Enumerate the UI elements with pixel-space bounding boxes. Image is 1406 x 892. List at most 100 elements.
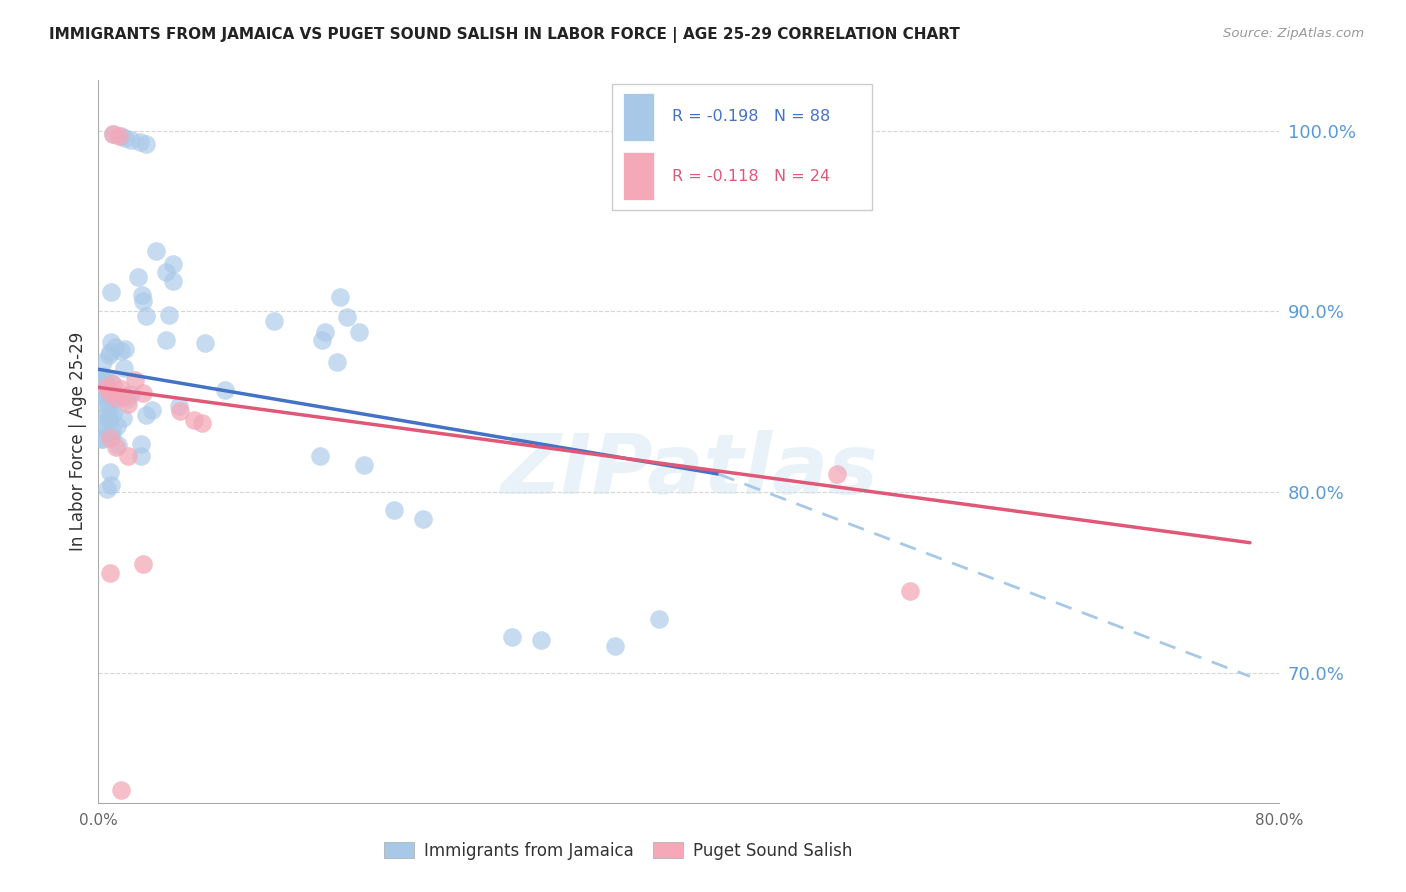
Point xyxy=(155,265,177,279)
Point xyxy=(162,274,184,288)
Point xyxy=(98,385,121,400)
Point xyxy=(100,285,122,299)
Point xyxy=(93,388,115,402)
Point xyxy=(101,396,124,410)
Point xyxy=(93,368,115,383)
Point xyxy=(97,411,120,425)
Point xyxy=(191,417,214,431)
Text: Source: ZipAtlas.com: Source: ZipAtlas.com xyxy=(1223,27,1364,40)
Point xyxy=(309,449,332,463)
Point xyxy=(96,406,118,420)
Point xyxy=(107,438,129,452)
Text: R = -0.118   N = 24: R = -0.118 N = 24 xyxy=(672,169,830,184)
Text: R = -0.198   N = 88: R = -0.198 N = 88 xyxy=(672,109,830,124)
Point xyxy=(605,639,627,653)
Point xyxy=(329,290,352,304)
Point xyxy=(412,512,434,526)
Point xyxy=(90,433,112,447)
Point xyxy=(825,467,848,481)
Point xyxy=(91,432,114,446)
Point xyxy=(98,345,121,359)
Point xyxy=(183,413,205,427)
Point xyxy=(141,403,163,417)
Point xyxy=(98,348,121,362)
Point xyxy=(325,355,347,369)
Point xyxy=(94,375,117,389)
Point xyxy=(353,458,375,472)
Text: ZIPatlas: ZIPatlas xyxy=(501,430,877,511)
Point xyxy=(110,382,132,396)
Point xyxy=(96,483,118,497)
Point xyxy=(89,372,111,386)
Point xyxy=(214,383,236,397)
Point xyxy=(117,396,139,410)
Point xyxy=(98,431,121,445)
Point xyxy=(91,373,114,387)
Point xyxy=(103,128,125,142)
Point xyxy=(530,633,553,648)
Point xyxy=(110,343,132,358)
Point xyxy=(135,309,157,323)
Point xyxy=(100,334,122,349)
Point xyxy=(167,399,190,413)
Point xyxy=(648,611,671,625)
Point xyxy=(131,288,153,302)
Point xyxy=(900,584,922,599)
Point xyxy=(120,133,142,147)
Point xyxy=(263,314,285,328)
Point xyxy=(100,423,122,437)
Point xyxy=(129,449,152,463)
Point xyxy=(100,477,122,491)
Point xyxy=(110,129,132,144)
Point xyxy=(103,376,125,391)
Point xyxy=(110,783,132,797)
Point xyxy=(104,341,127,355)
Point xyxy=(114,389,136,403)
Point xyxy=(135,136,157,151)
Point xyxy=(349,325,371,339)
Point xyxy=(93,374,115,388)
Point xyxy=(117,392,139,407)
Point xyxy=(194,335,217,350)
Point xyxy=(135,408,157,422)
Point xyxy=(89,416,111,430)
Bar xyxy=(623,93,654,141)
Point xyxy=(145,244,167,259)
Point xyxy=(169,404,191,418)
Point xyxy=(117,449,139,463)
Point xyxy=(89,390,111,404)
Point xyxy=(157,308,180,322)
Point xyxy=(108,129,131,144)
Point xyxy=(107,389,129,403)
Point xyxy=(114,343,136,357)
Point xyxy=(105,418,128,433)
Point xyxy=(501,630,523,644)
Point xyxy=(382,503,405,517)
Point xyxy=(127,270,149,285)
Point xyxy=(114,131,136,145)
Point xyxy=(336,310,359,324)
Point xyxy=(162,257,184,271)
Point xyxy=(105,391,128,405)
Point xyxy=(129,437,152,451)
Point xyxy=(94,380,117,394)
Point xyxy=(314,325,336,339)
Point xyxy=(105,440,128,454)
Point xyxy=(311,333,333,347)
Point xyxy=(112,360,135,375)
FancyBboxPatch shape xyxy=(612,84,872,211)
Bar xyxy=(623,153,654,200)
Legend: Immigrants from Jamaica, Puget Sound Salish: Immigrants from Jamaica, Puget Sound Sal… xyxy=(377,836,859,867)
Point xyxy=(132,293,155,308)
Point xyxy=(98,566,121,581)
Y-axis label: In Labor Force | Age 25-29: In Labor Force | Age 25-29 xyxy=(69,332,87,551)
Point xyxy=(111,411,134,425)
Point xyxy=(94,399,117,413)
Point xyxy=(91,355,114,369)
Point xyxy=(120,386,142,401)
Point xyxy=(96,380,118,394)
Point xyxy=(96,384,118,398)
Point xyxy=(103,128,125,142)
Point xyxy=(98,465,121,479)
Point xyxy=(155,333,177,347)
